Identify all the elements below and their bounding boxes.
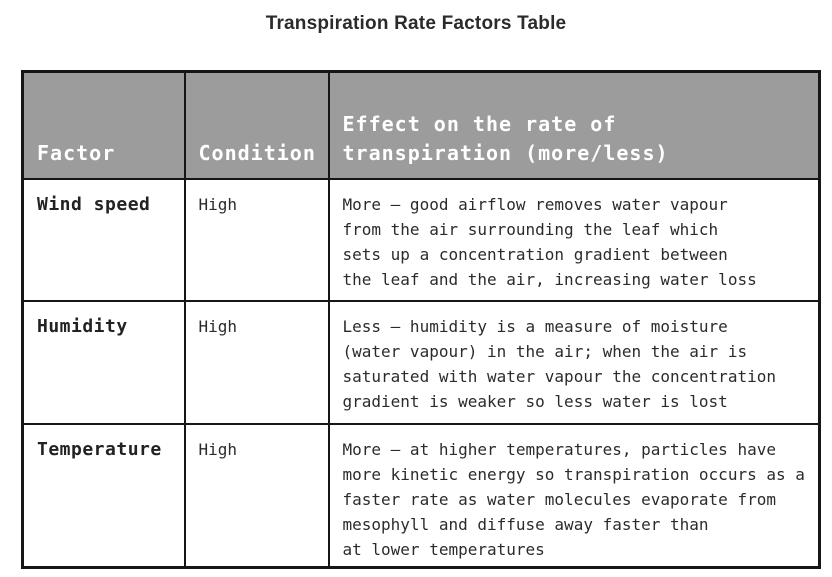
transpiration-factors-table: Factor Condition Effect on the rate of t…: [21, 70, 821, 569]
factor-cell: Temperature: [21, 422, 186, 569]
table-header-row: Factor Condition Effect on the rate of t…: [21, 70, 821, 180]
table-row-wind-speed: Wind speed High More – good airflow remo…: [21, 177, 821, 302]
condition-cell: High: [183, 177, 330, 302]
header-effect: Effect on the rate of transpiration (mor…: [327, 70, 821, 180]
factor-cell: Humidity: [21, 299, 186, 425]
header-condition: Condition: [183, 70, 330, 180]
effect-cell: More – good airflow removes water vapour…: [327, 177, 821, 302]
header-factor: Factor: [21, 70, 186, 180]
factor-cell: Wind speed: [21, 177, 186, 302]
condition-cell: High: [183, 299, 330, 425]
condition-cell: High: [183, 422, 330, 569]
effect-cell: More – at higher temperatures, particles…: [327, 422, 821, 569]
page-title: Transpiration Rate Factors Table: [265, 13, 567, 34]
table-row-humidity: Humidity High Less – humidity is a measu…: [21, 299, 821, 425]
table-row-temperature: Temperature High More – at higher temper…: [21, 422, 821, 569]
effect-cell: Less – humidity is a measure of moisture…: [327, 299, 821, 425]
